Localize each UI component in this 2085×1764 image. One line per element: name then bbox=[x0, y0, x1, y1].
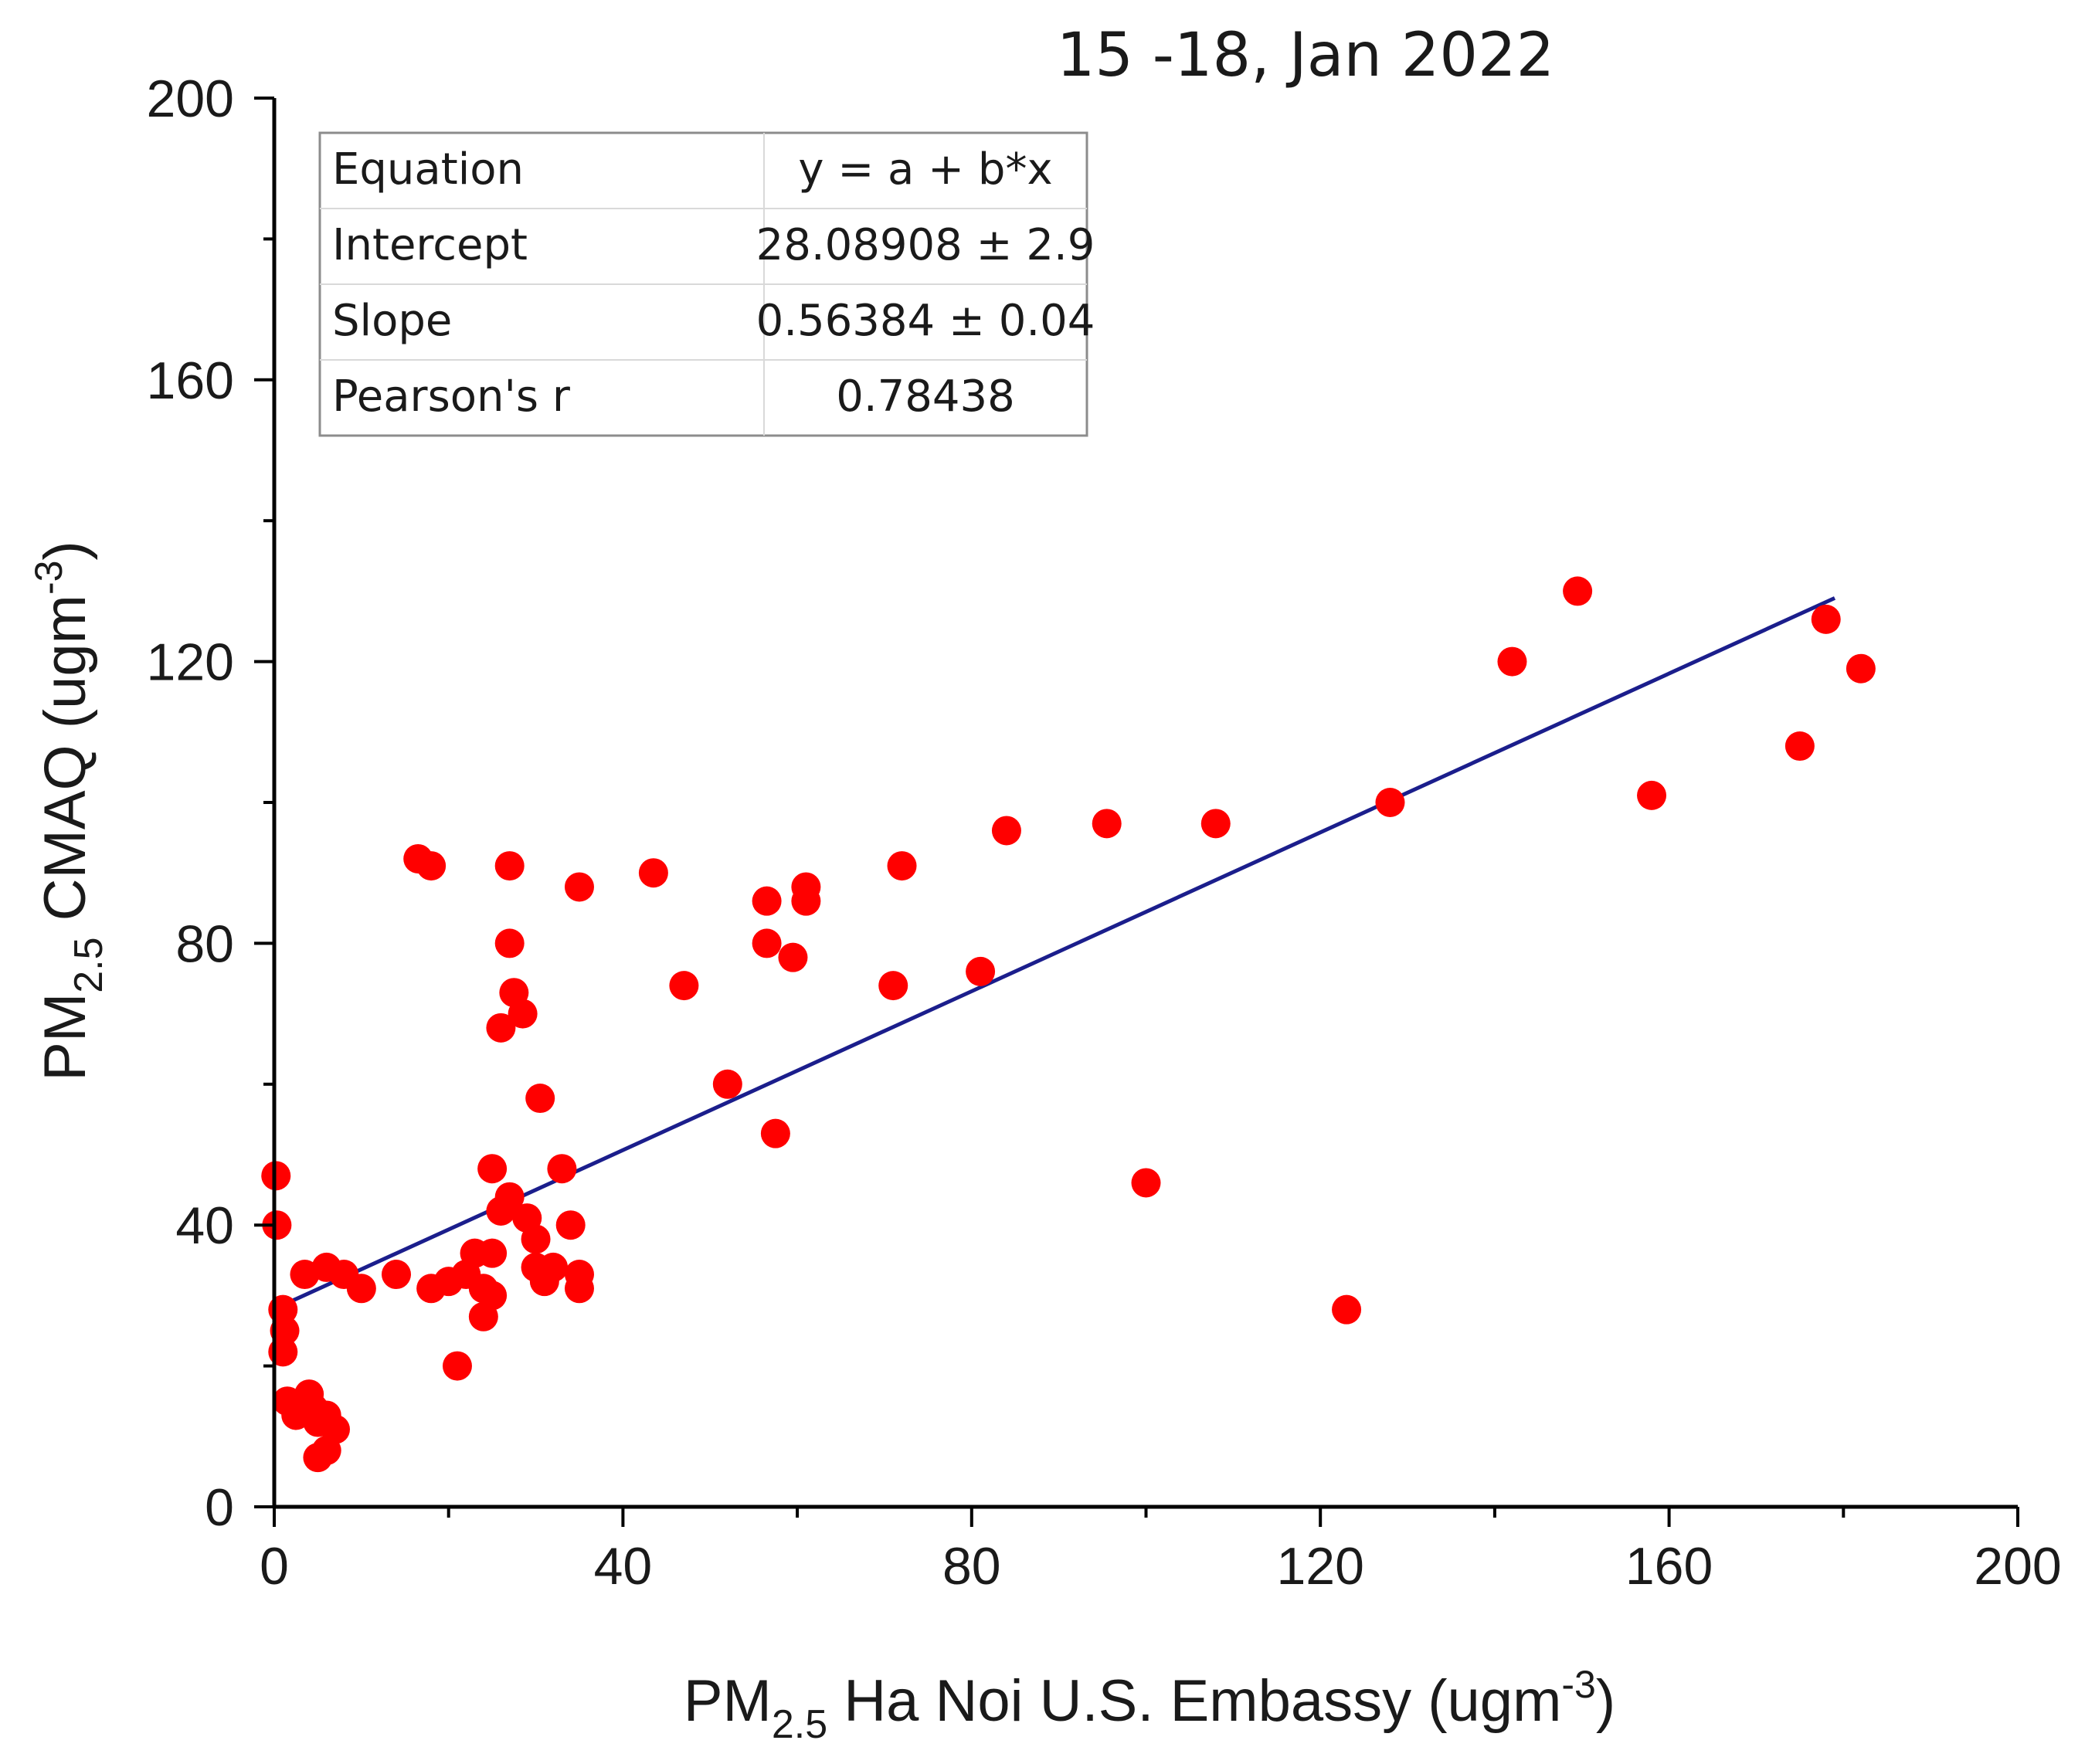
x-tick-label: 0 bbox=[260, 1537, 289, 1596]
chart-title: 15 -18, Jan 2022 bbox=[1057, 21, 1555, 90]
data-point bbox=[1131, 1168, 1161, 1198]
data-point bbox=[1563, 576, 1593, 606]
x-tick-label: 160 bbox=[1625, 1537, 1713, 1596]
stats-table: Equation y = a + b*x Intercept 28.08908 ± 2… bbox=[318, 131, 1095, 437]
data-point bbox=[1200, 809, 1231, 839]
data-point bbox=[752, 928, 782, 958]
stats-table-value: 0.56384 ± 0.04 bbox=[756, 296, 1095, 346]
data-point bbox=[477, 1281, 508, 1311]
y-tick-label: 40 bbox=[175, 1196, 234, 1255]
y-axis-label-superscript: -3 bbox=[27, 561, 70, 595]
x-axis-label-prefix: PM bbox=[684, 1668, 772, 1734]
data-point bbox=[1846, 653, 1876, 684]
data-point bbox=[521, 1224, 551, 1254]
data-point bbox=[547, 1154, 577, 1184]
data-point bbox=[1811, 604, 1841, 634]
x-axis-label-suffix: ) bbox=[1596, 1668, 1615, 1734]
data-point bbox=[494, 851, 525, 881]
regression-line bbox=[273, 596, 1836, 1311]
data-point bbox=[760, 1118, 790, 1148]
x-tick-label: 80 bbox=[942, 1537, 1001, 1596]
data-point bbox=[878, 971, 908, 1001]
x-axis-ticks: 0 40 80 120 160 200 bbox=[260, 1507, 2062, 1596]
data-point bbox=[538, 1252, 569, 1282]
data-point bbox=[262, 1210, 292, 1240]
regression-line-layer bbox=[273, 596, 1836, 1311]
data-point bbox=[486, 1013, 516, 1043]
data-point bbox=[1092, 809, 1122, 839]
x-tick-label: 120 bbox=[1276, 1537, 1363, 1596]
data-point bbox=[752, 886, 782, 916]
data-point bbox=[791, 872, 821, 902]
stats-table-label: Slope bbox=[332, 296, 452, 346]
x-tick-label: 40 bbox=[594, 1537, 653, 1596]
x-axis-label: PM2.5 Ha Noi U.S. Embassy (ugm-3) bbox=[684, 1663, 1615, 1747]
data-point bbox=[494, 1182, 525, 1212]
stats-table-label: Pearson's r bbox=[332, 371, 571, 422]
y-axis-ticks: 0 40 80 120 160 200 bbox=[147, 70, 274, 1537]
data-point bbox=[525, 1084, 555, 1114]
data-point bbox=[1332, 1294, 1362, 1325]
data-point bbox=[555, 1210, 586, 1240]
x-axis-label-superscript: -3 bbox=[1561, 1663, 1595, 1706]
y-axis-label-suffix: ) bbox=[32, 541, 98, 560]
data-point bbox=[712, 1069, 742, 1099]
data-point bbox=[638, 858, 668, 888]
data-point bbox=[1784, 731, 1815, 762]
data-point bbox=[477, 1238, 508, 1268]
y-axis-label: PM2.5 CMAQ (ugm-3) bbox=[27, 541, 111, 1080]
data-point bbox=[494, 928, 525, 958]
y-tick-label: 0 bbox=[205, 1478, 234, 1537]
y-tick-label: 80 bbox=[175, 914, 234, 973]
data-point bbox=[320, 1414, 350, 1444]
stats-table-value: y = a + b*x bbox=[798, 144, 1052, 195]
data-point bbox=[1497, 646, 1527, 677]
stats-table-value: 28.08908 ± 2.9 bbox=[756, 220, 1095, 270]
data-point bbox=[887, 851, 917, 881]
data-point bbox=[564, 1274, 594, 1304]
data-point bbox=[346, 1274, 376, 1304]
y-tick-label: 160 bbox=[147, 351, 234, 410]
data-point bbox=[442, 1351, 472, 1381]
data-point bbox=[416, 851, 447, 881]
y-axis-label-prefix: PM bbox=[32, 993, 98, 1081]
data-point bbox=[1637, 780, 1667, 810]
data-point bbox=[270, 1316, 300, 1345]
y-axis-label-subscript: 2.5 bbox=[66, 937, 111, 992]
data-point bbox=[1375, 788, 1405, 817]
data-point bbox=[508, 999, 538, 1029]
y-tick-label: 120 bbox=[147, 633, 234, 692]
x-axis-label-subscript: 2.5 bbox=[772, 1702, 827, 1747]
data-point bbox=[991, 816, 1021, 846]
y-tick-label: 200 bbox=[147, 70, 234, 128]
data-point bbox=[966, 956, 996, 986]
data-point bbox=[381, 1260, 411, 1290]
x-axis-label-main: Ha Noi U.S. Embassy (ugm bbox=[827, 1668, 1561, 1734]
stats-table-label: Intercept bbox=[332, 220, 528, 270]
stats-table-label: Equation bbox=[332, 144, 524, 195]
data-point bbox=[669, 971, 699, 1001]
data-point bbox=[477, 1154, 508, 1184]
x-tick-label: 200 bbox=[1974, 1537, 2061, 1596]
data-point bbox=[778, 942, 808, 972]
stats-table-value: 0.78438 bbox=[836, 371, 1015, 422]
y-axis-label-main: CMAQ (ugm bbox=[32, 595, 98, 937]
data-point bbox=[564, 872, 594, 902]
